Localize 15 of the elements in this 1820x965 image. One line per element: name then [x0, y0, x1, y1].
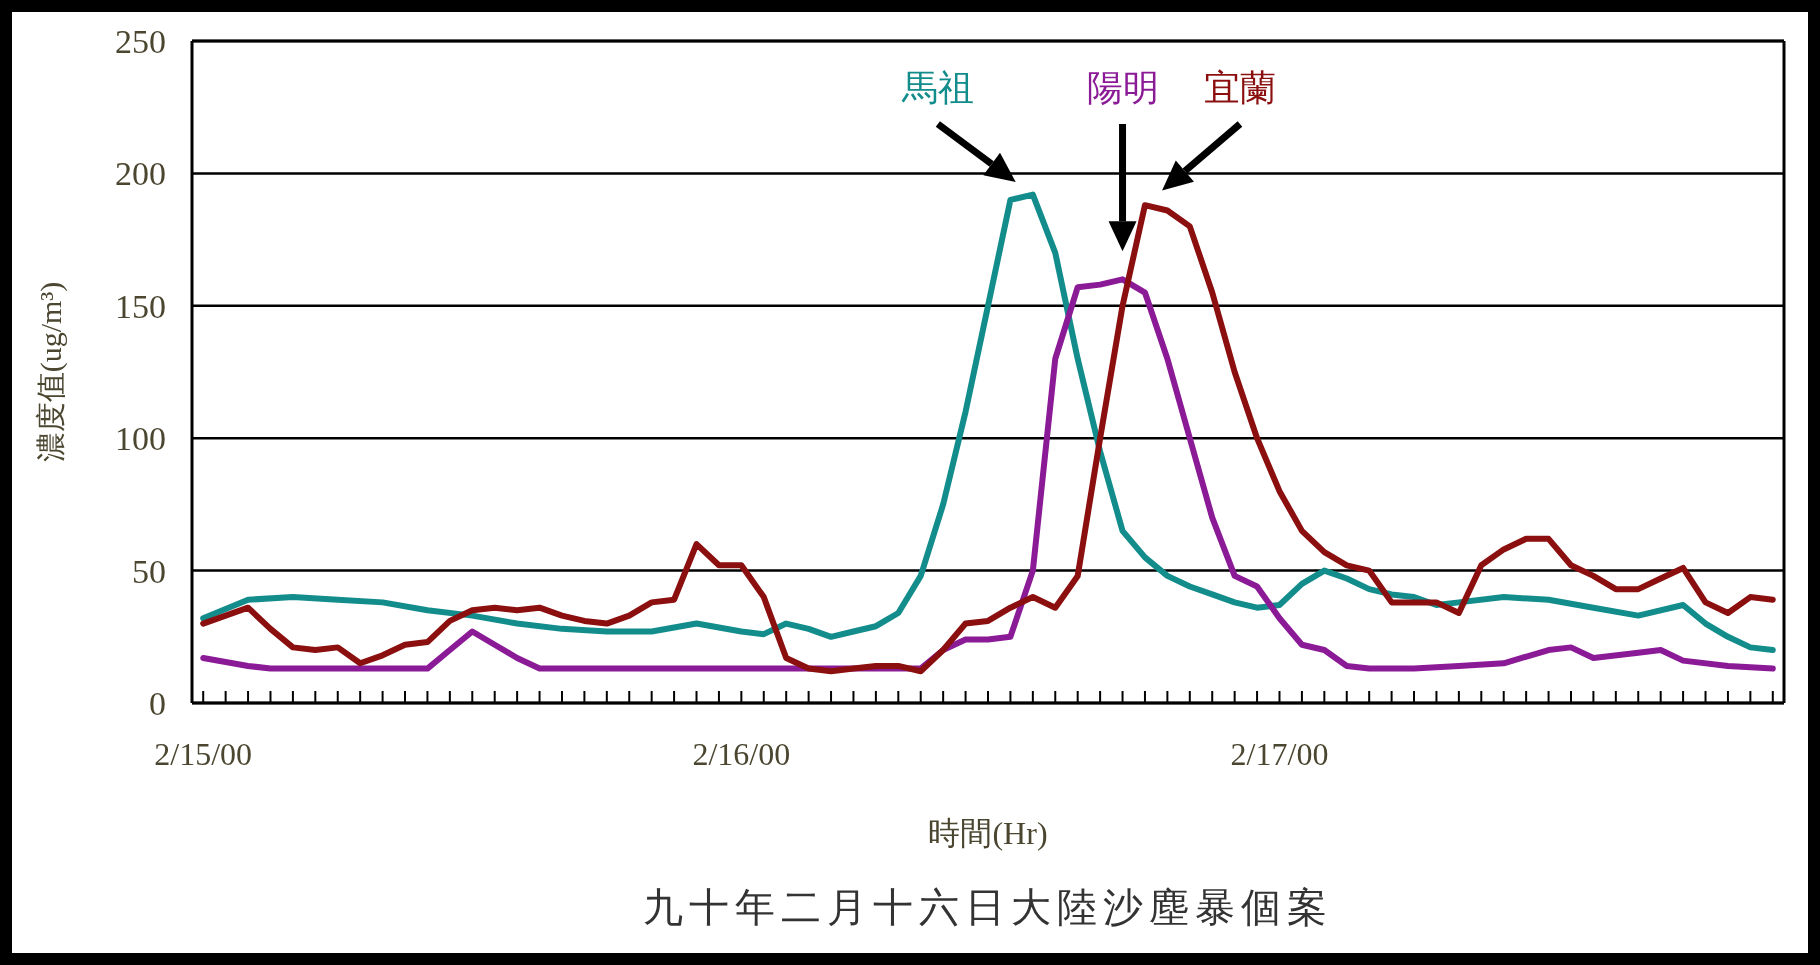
x-tick-label: 2/16/00: [692, 736, 791, 772]
text: 九十年二月十六日大陸沙塵暴個案: [642, 884, 1334, 932]
y-tick-label: 200: [115, 155, 166, 193]
text: 馬祖: [900, 68, 974, 108]
y-tick-label: 250: [115, 23, 166, 61]
y-tick-label: 100: [115, 420, 166, 458]
x-tick-label: 2/15/00: [154, 736, 253, 772]
text: 陽明: [1086, 68, 1159, 108]
x-tick-label: 2/17/00: [1230, 736, 1329, 772]
y-tick-label: 150: [115, 287, 166, 325]
y-tick-label: 50: [132, 552, 166, 590]
x-axis-title: 時間(Hr): [927, 814, 1049, 853]
y-tick-label: 0: [149, 685, 166, 723]
y-axis-title: 濃度值(ug/m³): [33, 281, 68, 463]
text: 宜蘭: [1203, 68, 1276, 108]
